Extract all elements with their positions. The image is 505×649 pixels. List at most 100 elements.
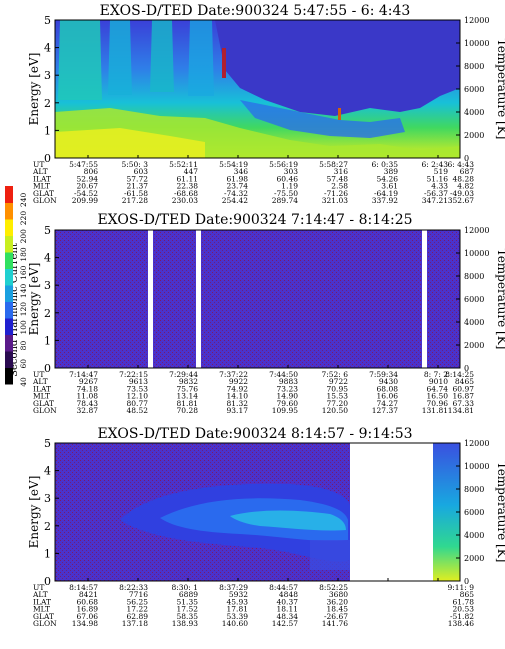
- panel-1-cell: 1.19: [281, 182, 298, 191]
- panel-1-cell: -54.52: [74, 189, 98, 198]
- panel-1-row-label: GLAT: [33, 189, 54, 198]
- panel-3-cell: 8421: [79, 590, 98, 599]
- colorbar-tick-label: 40: [19, 377, 28, 387]
- panel-3-ytick-right-label: 2000: [464, 554, 484, 563]
- panel-3-cell: 61.78: [453, 597, 475, 606]
- colorbar-segment: [5, 268, 13, 286]
- panel-3-cell: 56.25: [127, 597, 149, 606]
- panel-1-info-table: UT 5:47:55 5:50: 3 5:52:11 5:54:19 5:56:19 5:5…: [32, 160, 474, 205]
- panel-2-background: [55, 230, 460, 368]
- panel-1-cell: 57.72: [127, 174, 149, 183]
- panel-3-cell: 48.34: [277, 612, 299, 621]
- panel-1-cell: 60.46: [277, 174, 299, 183]
- panel-3-cell: 18.11: [277, 605, 298, 614]
- panel-1-cell: 346: [234, 167, 249, 176]
- panel-2-data-gap-1: [148, 230, 153, 368]
- panel-2-ytick-label: 2: [44, 307, 51, 320]
- panel-1-cell: 20.67: [77, 182, 99, 191]
- panel-3-right-strip: [433, 443, 460, 581]
- panel-3-cell: 142.57: [272, 619, 298, 628]
- panel-2-cell: 7:52: 6: [321, 370, 348, 379]
- panel-1-cell: -68.68: [174, 189, 198, 198]
- panel-3-cell: 8:30: 1: [171, 583, 198, 592]
- panel-1-cell: 6: 0:35: [371, 160, 398, 169]
- colorbar-tick-label: 60: [19, 359, 28, 369]
- panel-1-mid-patch: [240, 100, 405, 138]
- panel-2-cell: 15.53: [327, 392, 349, 401]
- panel-1-cell: 4.33: [431, 182, 448, 191]
- panel-1-cell: 6: 4:43: [447, 160, 474, 169]
- panel-3-ytick-right-label: 6000: [464, 508, 484, 517]
- panel-3-row-label: GLON: [33, 619, 57, 628]
- panel-3-cell: 140.60: [222, 619, 248, 628]
- panel-1-ytick-right-label: 12000: [464, 16, 489, 25]
- panel-1-cell: 352.67: [448, 196, 474, 205]
- panel-2-cell: 93.17: [227, 406, 249, 415]
- panel-1-cell: 5:58:27: [319, 160, 348, 169]
- panel-2-ytick-right-label: 12000: [464, 226, 489, 235]
- panel-2-cell: 9613: [129, 377, 148, 386]
- panel-3-ylabel: Energy [eV]: [27, 476, 41, 549]
- panel-1-cell: 61.11: [177, 174, 198, 183]
- panel-3-plume-core: [230, 510, 346, 531]
- panel-2-cell: 127.37: [372, 406, 398, 415]
- panel-2-row-label: MLT: [33, 392, 50, 401]
- colorbar-segment: [5, 186, 13, 203]
- panel-2-row-label: UT: [33, 370, 44, 379]
- panel-1-cell: 6: 2:43: [421, 160, 448, 169]
- panel-2-cell: 7:29:44: [169, 370, 198, 379]
- panel-2-cell: 32.87: [77, 406, 99, 415]
- panel-1-cell: 217.28: [122, 196, 148, 205]
- panel-3-cell: 40.37: [277, 597, 299, 606]
- panel-3-cell: 45.93: [227, 597, 249, 606]
- panel-2-cell: 73.53: [127, 384, 149, 393]
- panel-1-cell: -56.37: [424, 189, 448, 198]
- panel-3-ytick-right-label: 8000: [464, 485, 484, 494]
- panel-2-axes: 0 1 2 3 4 5 0 2000 4000 6000 8000 10000 12000 Energy …: [27, 224, 505, 415]
- panel-1-ylabel-right: Temperature [K]: [495, 39, 505, 140]
- panel-1-band-1: [58, 20, 102, 100]
- panel-2-cell: 79.60: [277, 399, 299, 408]
- panel-2-cell: 80.77: [127, 399, 149, 408]
- panel-2-cell: 9430: [379, 377, 398, 386]
- panel-1-cell: 389: [384, 167, 399, 176]
- panel-3-cell: 8:37:29: [219, 583, 248, 592]
- panel-2-ytick-label: 3: [44, 279, 51, 292]
- panel-2-cell: 48.52: [127, 406, 149, 415]
- panel-1-cell: 21.37: [127, 182, 149, 191]
- panel-3-cell: 62.89: [127, 612, 149, 621]
- panel-2-cell: 134.81: [448, 406, 474, 415]
- panel-2-cell: 7:37:22: [219, 370, 248, 379]
- panel-1-cell: -71.26: [324, 189, 348, 198]
- panel-1-ytick-label: 0: [44, 152, 51, 165]
- panel-2-ytick-right-label: 6000: [464, 295, 484, 304]
- panel-2-cell: 13.14: [177, 392, 199, 401]
- panel-3-cell: 9:11: 9: [447, 583, 474, 592]
- panel-1-ytick-label: 4: [44, 42, 51, 55]
- panel-1-cell: 603: [134, 167, 149, 176]
- panel-2-cell: 70.96: [427, 399, 449, 408]
- panel-3-cell: 865: [460, 590, 475, 599]
- panel-2-cell: 78.43: [77, 399, 99, 408]
- panel-1-ytick-right-label: 4000: [464, 108, 484, 117]
- panel-2-cell: 14.10: [227, 392, 249, 401]
- panel-3-cell: 36.20: [327, 597, 349, 606]
- panel-2-cell: 77.20: [327, 399, 349, 408]
- panel-2-ytick-label: 4: [44, 252, 51, 265]
- panel-2-plot-area: [54, 229, 461, 369]
- colorbar-segment: [5, 252, 13, 269]
- panel-2-cell: 9267: [79, 377, 98, 386]
- panel-1-cell: 54.26: [377, 174, 399, 183]
- panel-3-row-label: ILAT: [33, 597, 51, 606]
- panel-1-ytick-right-label: 0: [464, 154, 469, 163]
- colorbar-segment: [5, 235, 13, 253]
- panel-3-row-label: ALT: [32, 590, 48, 599]
- panel-2-cell: 109.95: [272, 406, 298, 415]
- panel-1-ytick-label: 5: [44, 14, 51, 27]
- panel-3-cell: 51.35: [177, 597, 199, 606]
- panel-1-cell: 687: [460, 167, 475, 176]
- panel-2-cell: 81.81: [177, 399, 198, 408]
- panel-1-cell: -61.58: [124, 189, 148, 198]
- panel-2-cell: 81.32: [227, 399, 249, 408]
- panel-1-row-label: GLON: [33, 196, 57, 205]
